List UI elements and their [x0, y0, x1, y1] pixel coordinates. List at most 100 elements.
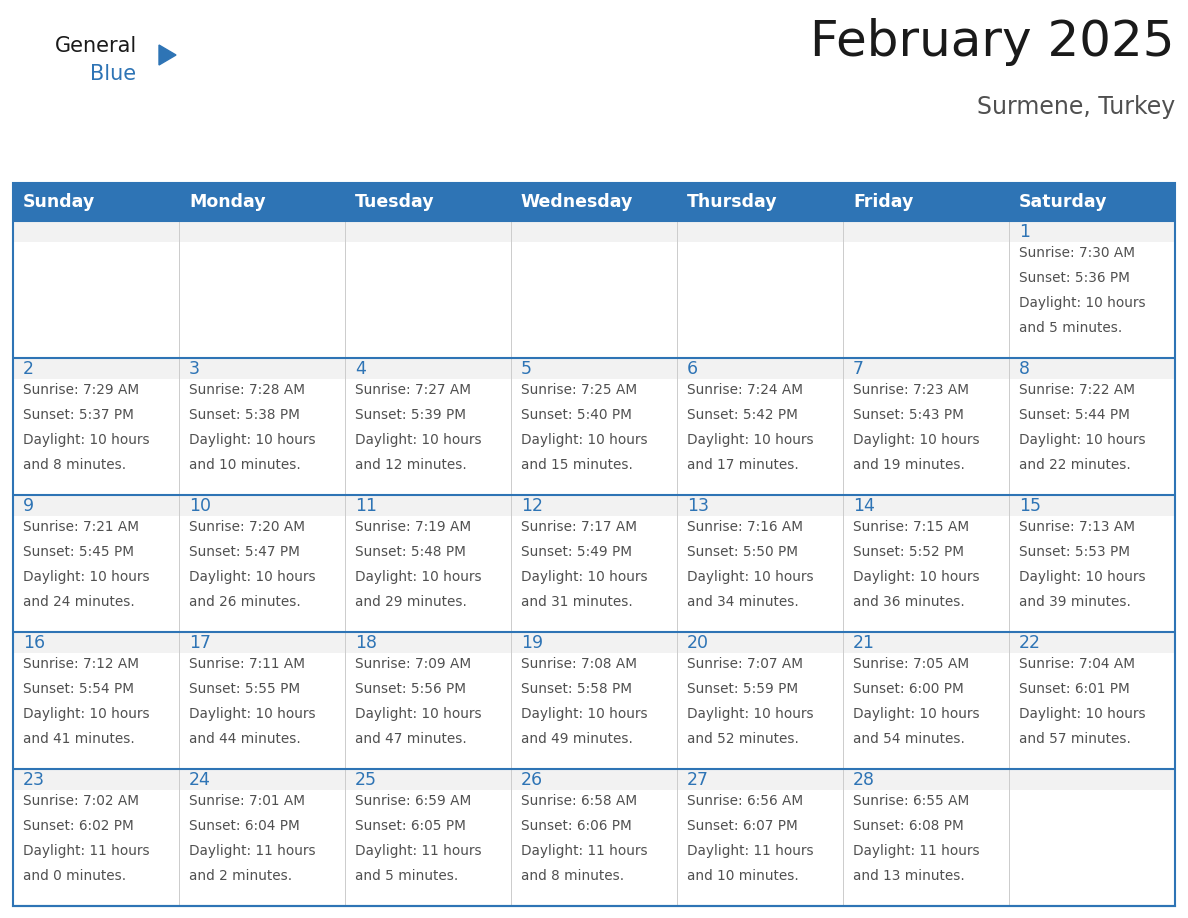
Bar [1009, 790, 1175, 906]
Text: and 57 minutes.: and 57 minutes. [1019, 733, 1131, 746]
Bar [13, 769, 1175, 790]
Text: Thursday: Thursday [687, 193, 778, 211]
Text: Daylight: 10 hours: Daylight: 10 hours [687, 570, 814, 585]
Text: Tuesday: Tuesday [355, 193, 435, 211]
Bar [13, 221, 1175, 242]
Text: Saturday: Saturday [1019, 193, 1107, 211]
Text: Sunrise: 7:19 AM: Sunrise: 7:19 AM [355, 521, 472, 534]
Text: Sunset: 6:08 PM: Sunset: 6:08 PM [853, 819, 963, 834]
Text: Daylight: 10 hours: Daylight: 10 hours [853, 570, 980, 585]
Text: February 2025: February 2025 [810, 18, 1175, 66]
Text: Sunset: 5:47 PM: Sunset: 5:47 PM [189, 545, 299, 559]
Text: Blue: Blue [90, 64, 137, 84]
Polygon shape [159, 45, 176, 65]
Text: Wednesday: Wednesday [522, 193, 633, 211]
Text: Sunrise: 7:30 AM: Sunrise: 7:30 AM [1019, 246, 1135, 260]
Text: and 47 minutes.: and 47 minutes. [355, 733, 467, 746]
Text: and 36 minutes.: and 36 minutes. [853, 596, 965, 610]
Text: 19: 19 [522, 633, 543, 652]
Text: and 10 minutes.: and 10 minutes. [687, 869, 798, 883]
Text: Daylight: 10 hours: Daylight: 10 hours [853, 708, 980, 722]
Text: 1: 1 [1019, 223, 1030, 241]
Text: Sunrise: 6:55 AM: Sunrise: 6:55 AM [853, 794, 969, 808]
Bar [511, 790, 677, 906]
Text: Sunrise: 7:05 AM: Sunrise: 7:05 AM [853, 657, 969, 671]
Text: Daylight: 11 hours: Daylight: 11 hours [853, 845, 980, 858]
Text: Sunset: 6:04 PM: Sunset: 6:04 PM [189, 819, 299, 834]
Text: 8: 8 [1019, 360, 1030, 377]
Bar [677, 790, 843, 906]
Text: and 26 minutes.: and 26 minutes. [189, 596, 301, 610]
Text: Sunset: 5:59 PM: Sunset: 5:59 PM [687, 682, 798, 696]
Text: Daylight: 10 hours: Daylight: 10 hours [853, 433, 980, 447]
Text: 21: 21 [853, 633, 874, 652]
Text: 11: 11 [355, 497, 377, 515]
Bar [843, 516, 1009, 632]
Bar [179, 242, 345, 358]
Text: Sunrise: 7:23 AM: Sunrise: 7:23 AM [853, 383, 969, 397]
Bar [511, 183, 677, 221]
Text: and 17 minutes.: and 17 minutes. [687, 458, 798, 473]
Text: 12: 12 [522, 497, 543, 515]
Text: 22: 22 [1019, 633, 1041, 652]
Text: Sunrise: 7:21 AM: Sunrise: 7:21 AM [23, 521, 139, 534]
Text: 17: 17 [189, 633, 211, 652]
Bar [179, 183, 345, 221]
Text: 9: 9 [23, 497, 34, 515]
Bar [677, 516, 843, 632]
Text: Sunset: 5:38 PM: Sunset: 5:38 PM [189, 409, 299, 422]
Text: Sunrise: 7:16 AM: Sunrise: 7:16 AM [687, 521, 803, 534]
Text: Daylight: 10 hours: Daylight: 10 hours [522, 570, 647, 585]
Text: Sunrise: 7:08 AM: Sunrise: 7:08 AM [522, 657, 637, 671]
Bar [13, 183, 1175, 906]
Bar [843, 379, 1009, 495]
Text: Sunrise: 7:01 AM: Sunrise: 7:01 AM [189, 794, 305, 808]
Text: 3: 3 [189, 360, 200, 377]
Bar [677, 379, 843, 495]
Text: Sunset: 5:36 PM: Sunset: 5:36 PM [1019, 272, 1130, 285]
Bar [13, 183, 179, 221]
Text: Daylight: 10 hours: Daylight: 10 hours [687, 433, 814, 447]
Text: Sunrise: 6:58 AM: Sunrise: 6:58 AM [522, 794, 637, 808]
Text: Daylight: 10 hours: Daylight: 10 hours [1019, 297, 1145, 310]
Text: and 22 minutes.: and 22 minutes. [1019, 458, 1131, 473]
Text: 5: 5 [522, 360, 532, 377]
Bar [345, 379, 511, 495]
Bar [345, 183, 511, 221]
Bar [511, 379, 677, 495]
Text: Daylight: 10 hours: Daylight: 10 hours [189, 708, 316, 722]
Text: Sunset: 5:48 PM: Sunset: 5:48 PM [355, 545, 466, 559]
Text: Sunset: 5:49 PM: Sunset: 5:49 PM [522, 545, 632, 559]
Text: Friday: Friday [853, 193, 914, 211]
Text: Sunset: 6:02 PM: Sunset: 6:02 PM [23, 819, 134, 834]
Bar [179, 790, 345, 906]
Text: 24: 24 [189, 770, 210, 789]
Text: Sunrise: 7:24 AM: Sunrise: 7:24 AM [687, 383, 803, 397]
Text: Sunset: 5:50 PM: Sunset: 5:50 PM [687, 545, 798, 559]
Text: Daylight: 10 hours: Daylight: 10 hours [23, 570, 150, 585]
Text: Daylight: 10 hours: Daylight: 10 hours [355, 708, 481, 722]
Text: Daylight: 10 hours: Daylight: 10 hours [522, 433, 647, 447]
Text: Sunset: 5:55 PM: Sunset: 5:55 PM [189, 682, 301, 696]
Text: Daylight: 11 hours: Daylight: 11 hours [355, 845, 481, 858]
Text: Daylight: 10 hours: Daylight: 10 hours [1019, 433, 1145, 447]
Text: Sunset: 5:53 PM: Sunset: 5:53 PM [1019, 545, 1130, 559]
Text: Sunset: 5:37 PM: Sunset: 5:37 PM [23, 409, 134, 422]
Text: and 10 minutes.: and 10 minutes. [189, 458, 301, 473]
Bar [345, 654, 511, 769]
Bar [345, 516, 511, 632]
Bar [1009, 379, 1175, 495]
Text: Sunset: 6:05 PM: Sunset: 6:05 PM [355, 819, 466, 834]
Text: 26: 26 [522, 770, 543, 789]
Text: and 19 minutes.: and 19 minutes. [853, 458, 965, 473]
Bar [13, 654, 179, 769]
Text: Sunset: 6:07 PM: Sunset: 6:07 PM [687, 819, 797, 834]
Text: Daylight: 11 hours: Daylight: 11 hours [687, 845, 814, 858]
Bar [345, 790, 511, 906]
Text: and 29 minutes.: and 29 minutes. [355, 596, 467, 610]
Text: Sunrise: 6:56 AM: Sunrise: 6:56 AM [687, 794, 803, 808]
Text: and 31 minutes.: and 31 minutes. [522, 596, 633, 610]
Text: 6: 6 [687, 360, 699, 377]
Text: Sunrise: 7:04 AM: Sunrise: 7:04 AM [1019, 657, 1135, 671]
Text: and 49 minutes.: and 49 minutes. [522, 733, 633, 746]
